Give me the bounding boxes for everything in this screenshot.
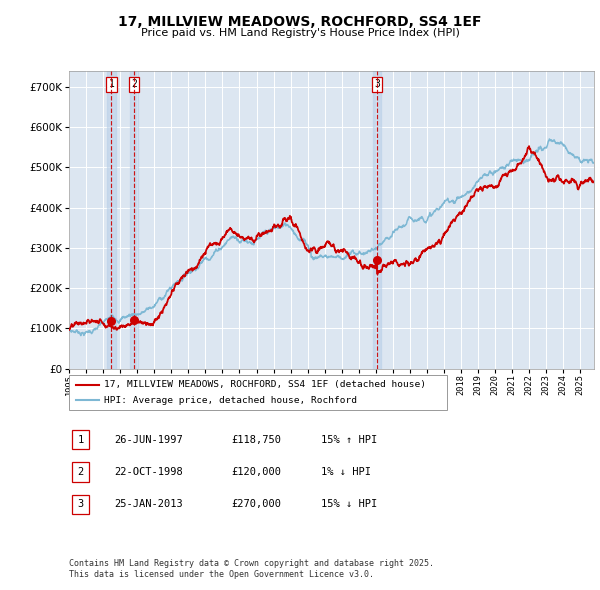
Text: HPI: Average price, detached house, Rochford: HPI: Average price, detached house, Roch… <box>104 396 357 405</box>
Bar <box>373 71 381 369</box>
Text: 15% ↓ HPI: 15% ↓ HPI <box>321 500 377 509</box>
Text: 25-JAN-2013: 25-JAN-2013 <box>114 500 183 509</box>
Text: £120,000: £120,000 <box>231 467 281 477</box>
Bar <box>107 71 116 369</box>
Text: 1: 1 <box>77 435 83 444</box>
Text: 1: 1 <box>109 79 115 89</box>
Text: 17, MILLVIEW MEADOWS, ROCHFORD, SS4 1EF: 17, MILLVIEW MEADOWS, ROCHFORD, SS4 1EF <box>118 15 482 29</box>
Text: 22-OCT-1998: 22-OCT-1998 <box>114 467 183 477</box>
Text: 15% ↑ HPI: 15% ↑ HPI <box>321 435 377 444</box>
Text: Contains HM Land Registry data © Crown copyright and database right 2025.: Contains HM Land Registry data © Crown c… <box>69 559 434 568</box>
Text: 26-JUN-1997: 26-JUN-1997 <box>114 435 183 444</box>
Text: 2: 2 <box>131 79 137 89</box>
Text: 3: 3 <box>77 500 83 509</box>
Text: £118,750: £118,750 <box>231 435 281 444</box>
Text: Price paid vs. HM Land Registry's House Price Index (HPI): Price paid vs. HM Land Registry's House … <box>140 28 460 38</box>
Text: 17, MILLVIEW MEADOWS, ROCHFORD, SS4 1EF (detached house): 17, MILLVIEW MEADOWS, ROCHFORD, SS4 1EF … <box>104 380 426 389</box>
Bar <box>130 71 138 369</box>
Text: 1% ↓ HPI: 1% ↓ HPI <box>321 467 371 477</box>
Text: This data is licensed under the Open Government Licence v3.0.: This data is licensed under the Open Gov… <box>69 571 374 579</box>
Text: £270,000: £270,000 <box>231 500 281 509</box>
Text: 2: 2 <box>77 467 83 477</box>
Text: 3: 3 <box>374 79 380 89</box>
